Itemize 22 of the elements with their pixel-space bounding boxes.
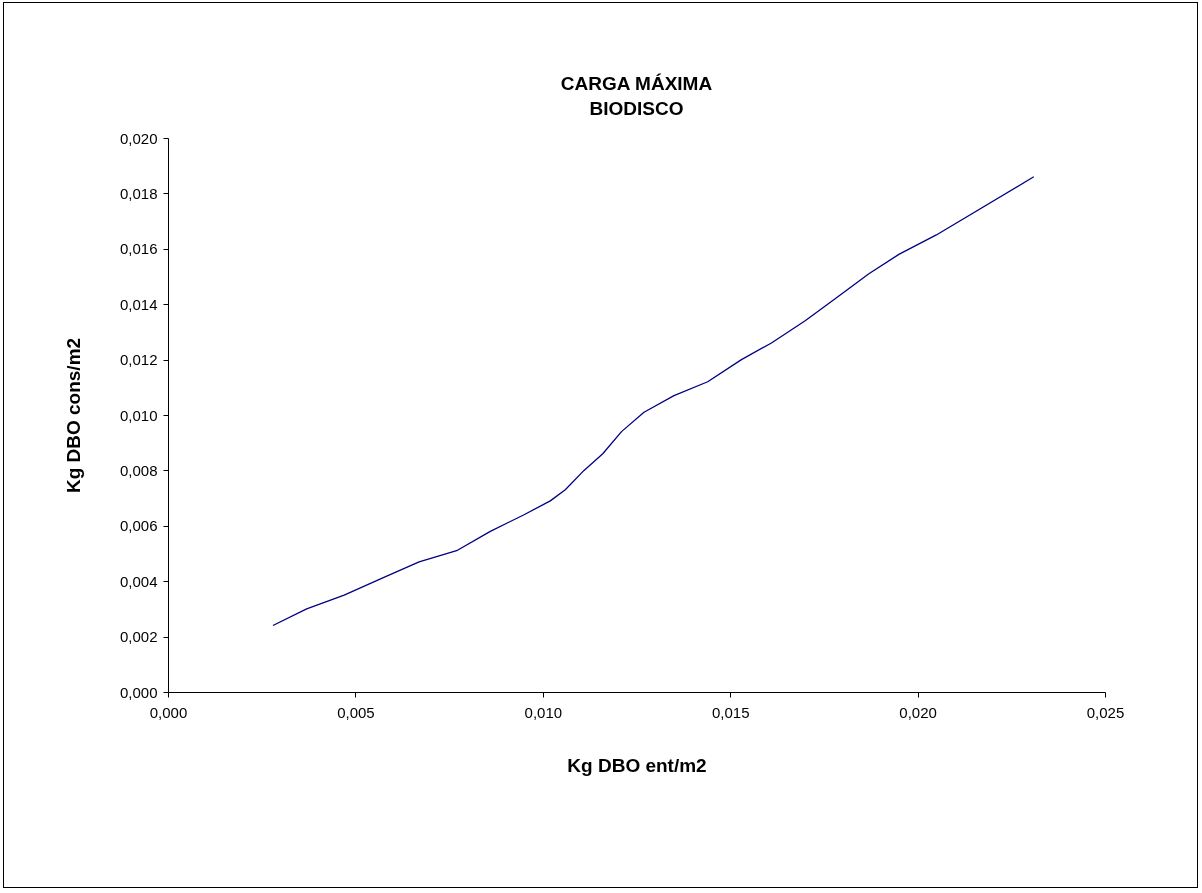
y-tick-label: 0,014 — [119, 295, 158, 313]
text: BIODISCO — [589, 98, 684, 119]
text: CARGA MÁXIMA — [560, 73, 713, 94]
y-axis-title: Kg DBO cons/m2 — [62, 337, 84, 494]
line-series — [272, 176, 1035, 627]
y-tick-label: 0,020 — [119, 129, 158, 147]
y-tick-label: 0,010 — [119, 406, 158, 424]
x-tick-label: 0,010 — [524, 703, 563, 721]
x-tick-label: 0,000 — [149, 703, 188, 721]
x-tick-label: 0,020 — [899, 703, 937, 721]
y-tick-label: 0,018 — [119, 184, 158, 202]
x-axis-title: Kg DBO ent/m2 — [567, 754, 707, 776]
x-tick-label: 0,005 — [337, 703, 375, 721]
y-tick-label: 0,012 — [119, 351, 158, 369]
y-tick-label: 0,004 — [119, 572, 158, 590]
y-tick-label: 0,016 — [119, 240, 158, 258]
y-tick-label: 0,006 — [119, 517, 158, 535]
x-tick-label: 0,015 — [711, 703, 750, 721]
y-tick-label: 0,000 — [119, 683, 158, 701]
y-tick-label: 0,002 — [119, 628, 158, 646]
x-tick-label: 0,025 — [1086, 703, 1125, 721]
y-tick-label: 0,008 — [119, 461, 158, 479]
